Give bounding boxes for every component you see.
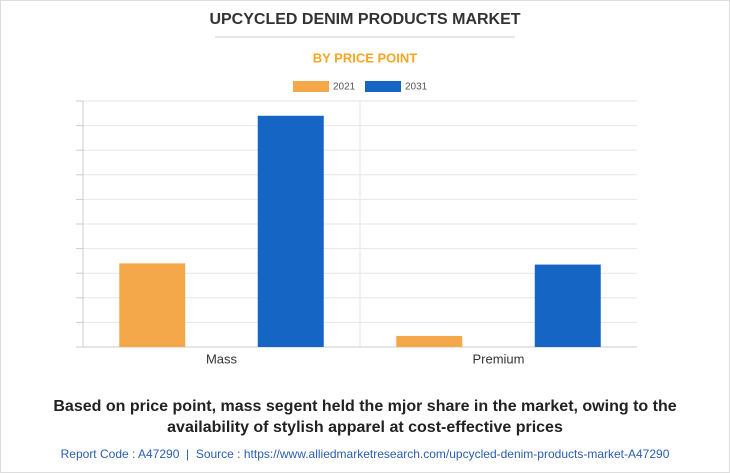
x-tick-label: Premium (472, 351, 524, 366)
chart-title: UPCYCLED DENIM PRODUCTS MARKET (209, 11, 520, 28)
legend-swatch (293, 81, 329, 92)
legend-label: 2021 (333, 82, 356, 93)
legend-swatch (365, 81, 401, 92)
bar (119, 263, 186, 347)
footer: Report Code : A47290 | Source : https://… (60, 447, 670, 461)
chart-subtitle: BY PRICE POINT (313, 50, 418, 65)
x-tick-label: Mass (206, 351, 238, 366)
bar (396, 335, 463, 347)
bar (257, 115, 324, 347)
legend-label: 2031 (405, 82, 428, 93)
caption: Based on price point, mass segent held t… (53, 398, 677, 436)
bar (534, 264, 601, 347)
